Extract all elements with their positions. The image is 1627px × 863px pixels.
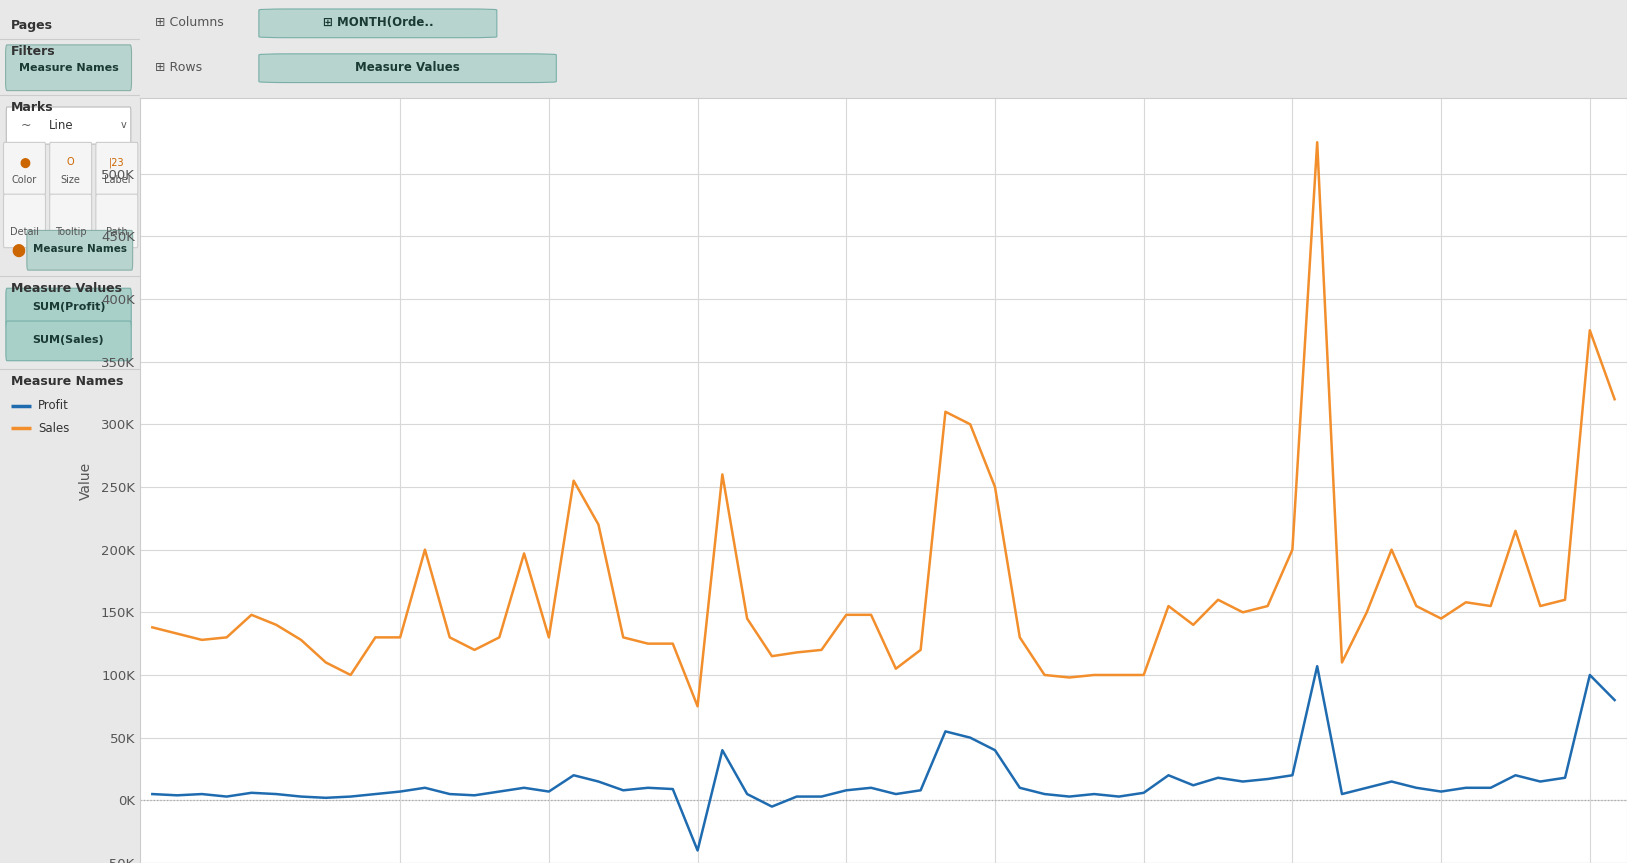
Text: Measure Names: Measure Names: [18, 63, 119, 72]
Text: Size: Size: [60, 175, 81, 186]
Text: Measure Names: Measure Names: [11, 375, 124, 388]
Text: O: O: [67, 157, 75, 167]
Text: ~: ~: [21, 118, 31, 132]
Text: Line: Line: [49, 118, 73, 132]
Text: Profit: Profit: [37, 399, 68, 413]
FancyBboxPatch shape: [7, 107, 130, 144]
Text: ⬤: ⬤: [20, 157, 29, 167]
FancyBboxPatch shape: [7, 288, 132, 328]
Text: Tooltip: Tooltip: [55, 227, 86, 237]
FancyBboxPatch shape: [259, 54, 556, 83]
FancyBboxPatch shape: [50, 194, 91, 248]
Text: |23: |23: [109, 157, 125, 167]
FancyBboxPatch shape: [50, 142, 91, 196]
Text: ⬤: ⬤: [11, 243, 24, 257]
FancyBboxPatch shape: [259, 9, 496, 38]
FancyBboxPatch shape: [3, 194, 46, 248]
Text: Measure Names: Measure Names: [33, 244, 127, 255]
Text: ⊞ MONTH(Orde..: ⊞ MONTH(Orde..: [322, 16, 433, 29]
FancyBboxPatch shape: [96, 194, 138, 248]
FancyBboxPatch shape: [96, 142, 138, 196]
Text: ⊞ Columns: ⊞ Columns: [155, 16, 223, 29]
Text: Sales: Sales: [37, 421, 70, 435]
Y-axis label: Value: Value: [78, 462, 93, 500]
Text: Filters: Filters: [11, 45, 55, 58]
Text: Path: Path: [106, 227, 127, 237]
Text: Label: Label: [104, 175, 130, 186]
Text: SUM(Profit): SUM(Profit): [33, 302, 106, 312]
Text: SUM(Sales): SUM(Sales): [33, 335, 104, 345]
Text: v: v: [120, 120, 125, 130]
Text: Detail: Detail: [10, 227, 39, 237]
FancyBboxPatch shape: [3, 142, 46, 196]
Text: Marks: Marks: [11, 101, 54, 114]
Text: Measure Values: Measure Values: [11, 282, 122, 295]
Text: Pages: Pages: [11, 19, 54, 32]
FancyBboxPatch shape: [28, 230, 133, 270]
Text: ⊞ Rows: ⊞ Rows: [155, 60, 202, 74]
FancyBboxPatch shape: [7, 321, 132, 361]
Text: Color: Color: [11, 175, 37, 186]
FancyBboxPatch shape: [5, 45, 132, 91]
Text: Measure Values: Measure Values: [355, 60, 460, 74]
